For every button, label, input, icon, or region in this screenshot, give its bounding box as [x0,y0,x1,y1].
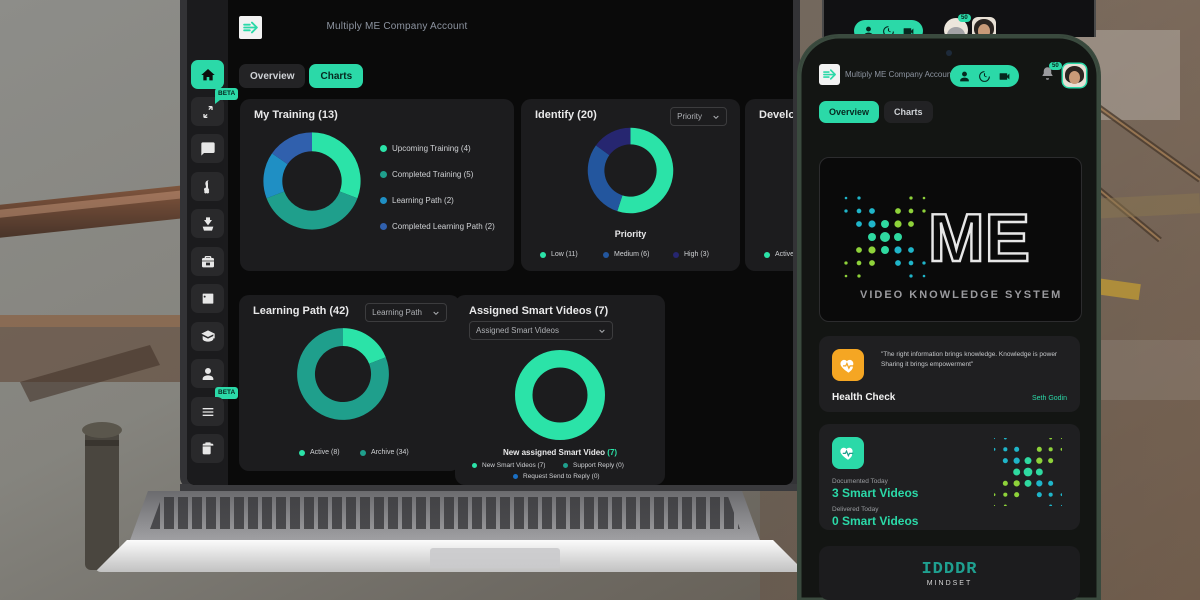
svg-text:ME: ME [928,200,1030,276]
svg-text:VIDEO KNOWLEDGE SYSTEM: VIDEO KNOWLEDGE SYSTEM [860,289,1062,301]
